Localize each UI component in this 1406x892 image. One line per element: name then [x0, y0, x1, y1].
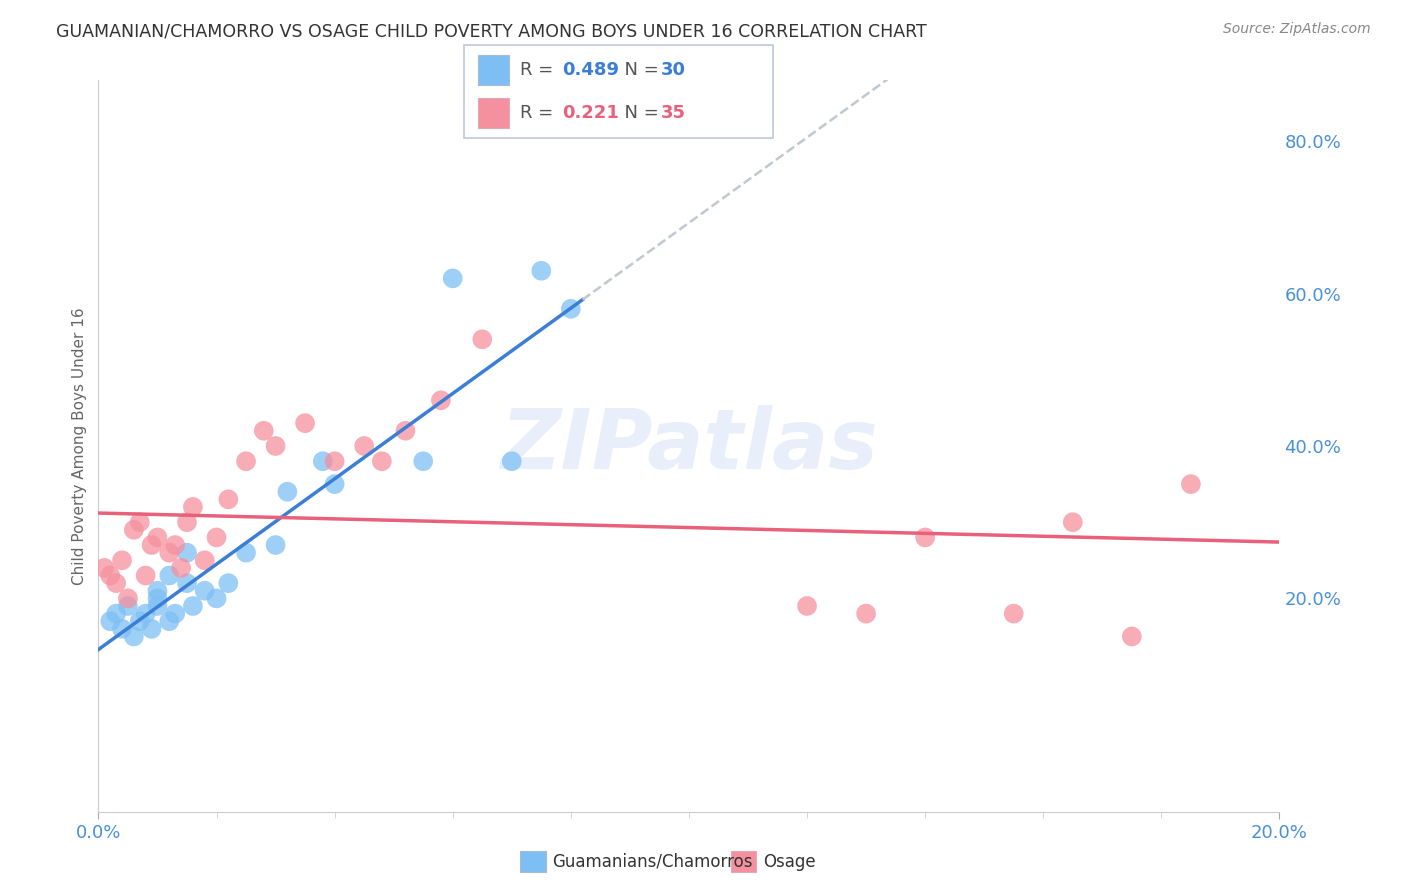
- Point: [235, 454, 257, 468]
- Point: [111, 553, 134, 567]
- Point: [176, 515, 198, 529]
- Point: [264, 538, 287, 552]
- Point: [264, 439, 287, 453]
- Text: N =: N =: [613, 61, 665, 79]
- Text: Source: ZipAtlas.com: Source: ZipAtlas.com: [1223, 22, 1371, 37]
- Point: [128, 614, 150, 628]
- Text: R =: R =: [520, 103, 560, 122]
- Point: [170, 561, 193, 575]
- Point: [181, 500, 204, 514]
- Point: [157, 568, 180, 582]
- Text: ZIPatlas: ZIPatlas: [501, 406, 877, 486]
- Point: [394, 424, 416, 438]
- Point: [135, 568, 157, 582]
- Point: [117, 591, 139, 606]
- Point: [146, 599, 169, 613]
- Point: [157, 614, 180, 628]
- Point: [323, 454, 346, 468]
- Point: [122, 523, 145, 537]
- Point: [294, 416, 316, 430]
- Point: [98, 614, 121, 628]
- Text: 0.221: 0.221: [562, 103, 619, 122]
- Point: [146, 530, 169, 544]
- Point: [122, 630, 145, 644]
- Point: [276, 484, 298, 499]
- Point: [371, 454, 394, 468]
- Point: [217, 492, 239, 507]
- Point: [165, 607, 187, 621]
- Point: [181, 599, 204, 613]
- Text: GUAMANIAN/CHAMORRO VS OSAGE CHILD POVERTY AMONG BOYS UNDER 16 CORRELATION CHART: GUAMANIAN/CHAMORRO VS OSAGE CHILD POVERT…: [56, 22, 927, 40]
- Point: [117, 599, 139, 613]
- Point: [205, 530, 228, 544]
- Point: [560, 301, 582, 316]
- Point: [105, 576, 128, 591]
- Point: [1062, 515, 1084, 529]
- Point: [312, 454, 335, 468]
- Point: [253, 424, 276, 438]
- Point: [796, 599, 818, 613]
- Text: N =: N =: [613, 103, 665, 122]
- Point: [1121, 630, 1143, 644]
- Point: [165, 538, 187, 552]
- Point: [141, 622, 163, 636]
- Point: [323, 477, 346, 491]
- Point: [1180, 477, 1202, 491]
- Point: [141, 538, 163, 552]
- Point: [194, 553, 217, 567]
- Point: [1002, 607, 1025, 621]
- Point: [93, 561, 115, 575]
- Text: 35: 35: [661, 103, 686, 122]
- Point: [111, 622, 134, 636]
- Text: 30: 30: [661, 61, 686, 79]
- Point: [146, 583, 169, 598]
- Point: [105, 607, 128, 621]
- Point: [235, 546, 257, 560]
- Point: [98, 568, 121, 582]
- Y-axis label: Child Poverty Among Boys Under 16: Child Poverty Among Boys Under 16: [72, 307, 87, 585]
- Point: [135, 607, 157, 621]
- Text: R =: R =: [520, 61, 560, 79]
- Point: [855, 607, 877, 621]
- Text: 0.489: 0.489: [562, 61, 620, 79]
- Point: [501, 454, 523, 468]
- Point: [530, 264, 553, 278]
- Point: [176, 546, 198, 560]
- Point: [412, 454, 434, 468]
- Point: [353, 439, 375, 453]
- Point: [914, 530, 936, 544]
- Point: [194, 583, 217, 598]
- Point: [217, 576, 239, 591]
- Point: [441, 271, 464, 285]
- Point: [146, 591, 169, 606]
- Text: Guamanians/Chamorros: Guamanians/Chamorros: [553, 853, 754, 871]
- Point: [430, 393, 453, 408]
- Point: [176, 576, 198, 591]
- Point: [157, 546, 180, 560]
- Point: [128, 515, 150, 529]
- Point: [205, 591, 228, 606]
- Text: Osage: Osage: [763, 853, 815, 871]
- Point: [471, 332, 494, 346]
